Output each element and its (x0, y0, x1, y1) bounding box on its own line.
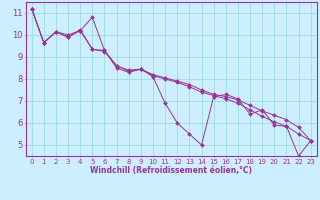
X-axis label: Windchill (Refroidissement éolien,°C): Windchill (Refroidissement éolien,°C) (90, 166, 252, 175)
